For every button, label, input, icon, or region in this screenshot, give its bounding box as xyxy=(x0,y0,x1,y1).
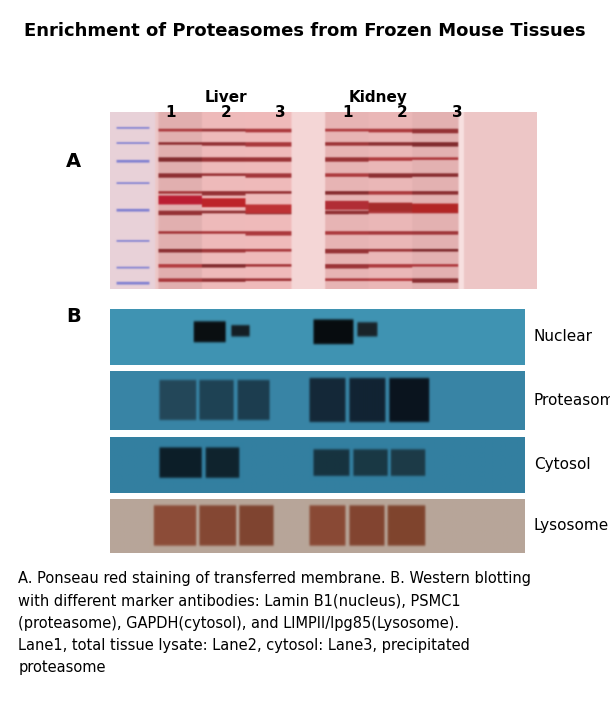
Text: Cytosol: Cytosol xyxy=(534,458,590,472)
Text: 1: 1 xyxy=(165,105,176,120)
Text: Kidney: Kidney xyxy=(349,90,407,106)
Text: 1: 1 xyxy=(342,105,353,120)
Text: Lysosome: Lysosome xyxy=(534,518,609,534)
Text: Nuclear: Nuclear xyxy=(534,330,593,344)
Text: Proteasome: Proteasome xyxy=(534,393,610,408)
Text: A: A xyxy=(66,152,81,171)
Text: Liver: Liver xyxy=(204,90,247,106)
Text: 2: 2 xyxy=(397,105,408,120)
Text: Enrichment of Proteasomes from Frozen Mouse Tissues: Enrichment of Proteasomes from Frozen Mo… xyxy=(24,22,586,40)
Text: B: B xyxy=(66,307,81,326)
Text: A. Ponseau red staining of transferred membrane. B. Western blotting
with differ: A. Ponseau red staining of transferred m… xyxy=(18,571,531,675)
Text: 2: 2 xyxy=(220,105,231,120)
Text: 3: 3 xyxy=(275,105,286,120)
Text: 3: 3 xyxy=(452,105,463,120)
